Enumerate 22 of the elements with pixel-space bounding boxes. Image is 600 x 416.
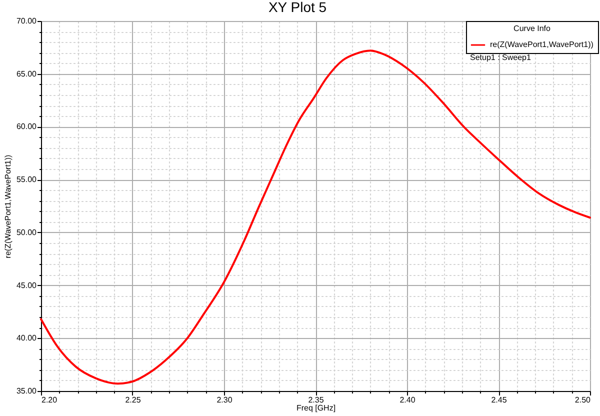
x-tick-label: 2.50: [574, 396, 592, 404]
annotation: Setup1 : Sweep1: [470, 53, 532, 62]
x-tick-label: 2.20: [42, 396, 58, 404]
x-tick-label: 2.30: [216, 396, 233, 404]
x-tick-label: 2.45: [491, 396, 508, 404]
x-tick-label: 2.35: [308, 396, 324, 404]
x-tick-label: 2.40: [400, 396, 416, 404]
x-axis-title: Freq [GHz]: [296, 404, 336, 412]
y-tick-label: 70.00: [16, 16, 38, 26]
y-tick-label: 50.00: [16, 228, 38, 237]
y-tick-label: 55.00: [16, 175, 38, 184]
y-tick-label: 65.00: [16, 69, 38, 78]
y-tick-label: 40.00: [16, 334, 38, 343]
y-tick-label: 60.00: [16, 122, 38, 132]
legend-label: re(Z(WavePort1,WavePort1)): [490, 40, 594, 49]
line-series: [40, 50, 591, 385]
y-axis-title: re(Z(WavePort1,WavePort1)): [3, 154, 12, 258]
y-tick-label: 35.00: [16, 386, 38, 396]
x-tick-label: 2.25: [125, 396, 142, 404]
chart-title: XY Plot 5: [268, 0, 327, 15]
y-tick-label: 45.00: [16, 280, 38, 290]
legend-title: Curve Info: [514, 24, 552, 33]
